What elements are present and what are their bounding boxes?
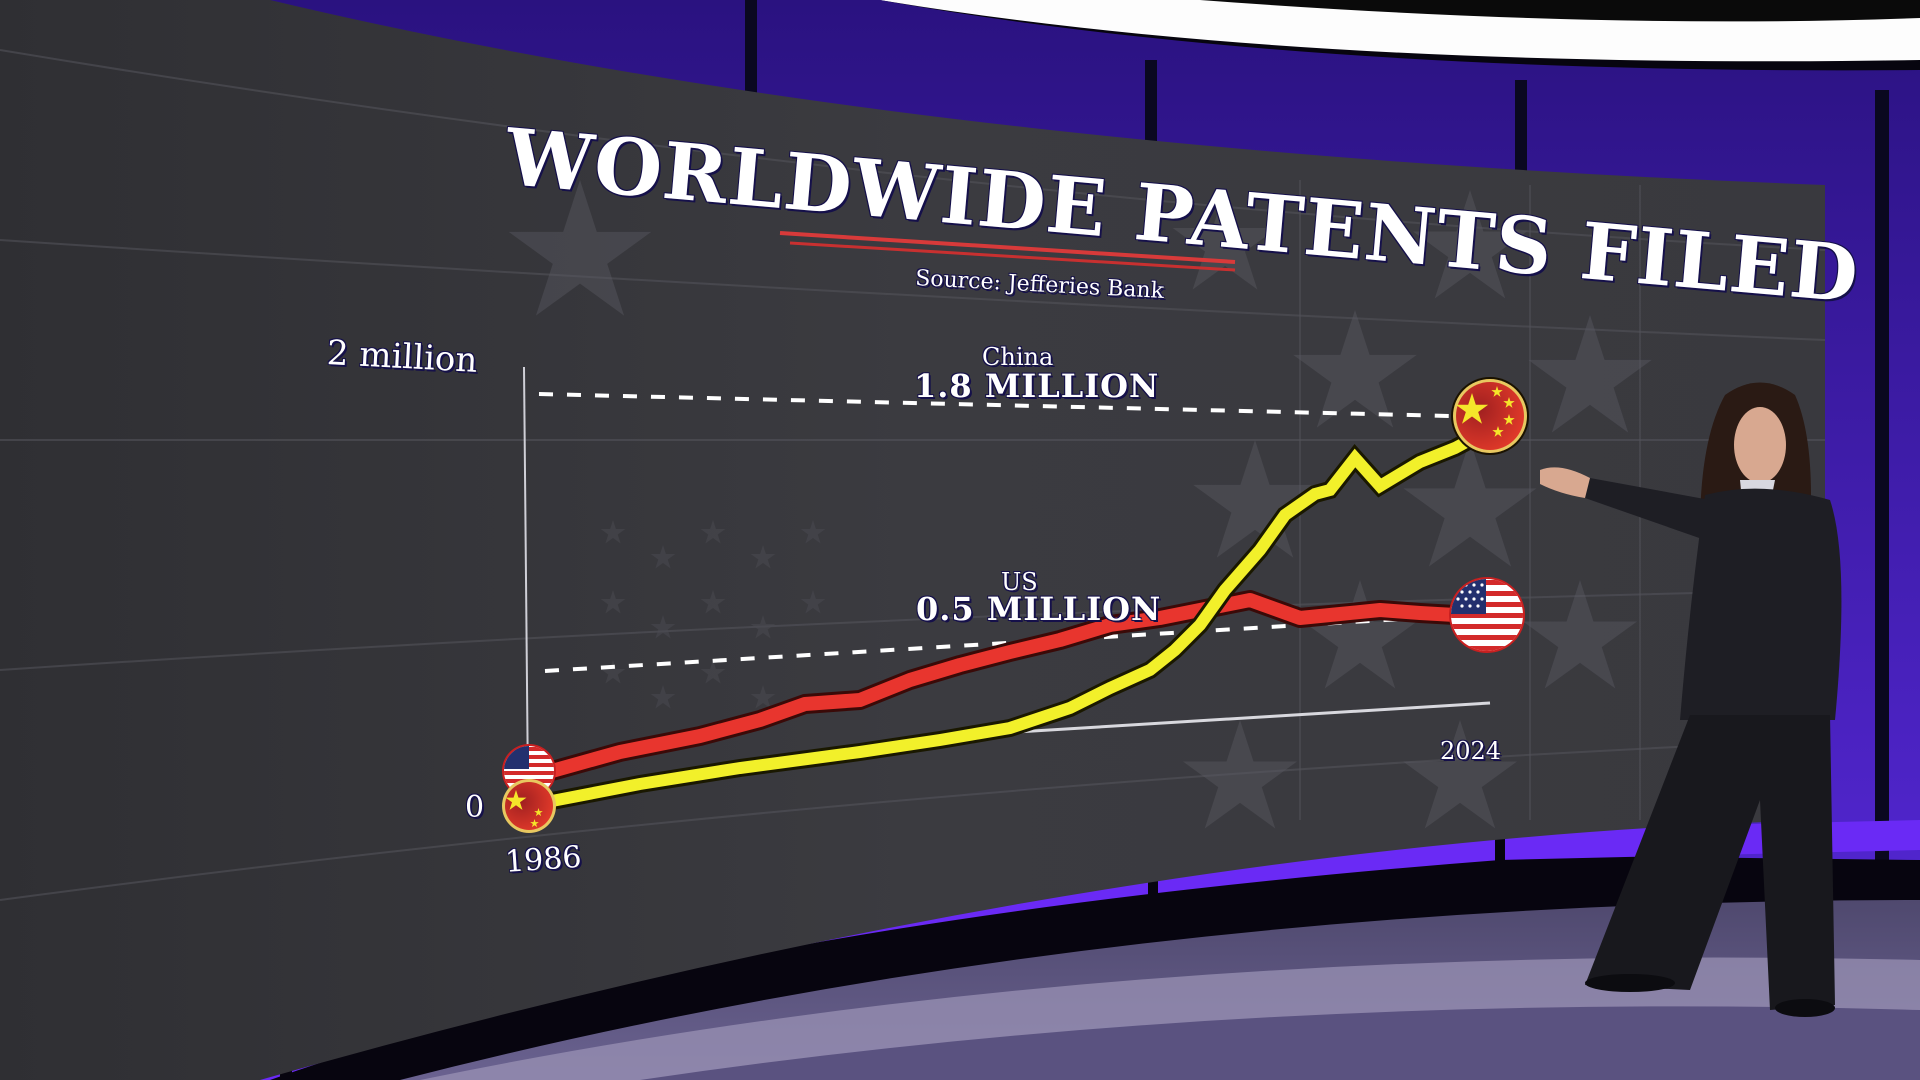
china-callout-value: 1.8 MILLION (914, 367, 1160, 405)
china-reference-line (538, 392, 1452, 418)
y-axis-line (523, 366, 529, 791)
x-axis-end-label: 2024 (1440, 737, 1502, 765)
china-series-line (550, 432, 1475, 810)
x-axis-start-label: 1986 (504, 839, 583, 880)
us-series-line (549, 590, 1456, 781)
china-flag-icon (1451, 377, 1529, 455)
y-axis-top-label: 2 million (325, 333, 479, 381)
us-flag-icon (1449, 577, 1525, 653)
china-flag-start-icon (502, 779, 556, 833)
title-underline (779, 231, 1236, 272)
x-axis-line (999, 701, 1491, 735)
us-callout-country: US (1001, 568, 1038, 596)
china-callout-country: China (982, 343, 1054, 371)
us-callout-value: 0.5 MILLION (916, 590, 1162, 628)
y-axis-bottom-label: 0 (465, 790, 485, 825)
presenter (1540, 382, 1842, 1017)
